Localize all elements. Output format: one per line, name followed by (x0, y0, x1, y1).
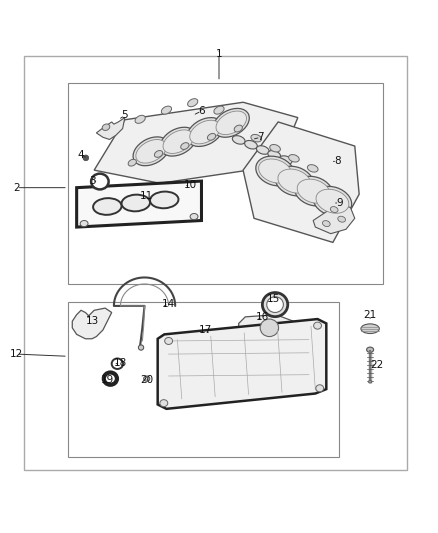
Text: 17: 17 (199, 325, 212, 335)
Text: 20: 20 (140, 375, 153, 385)
Ellipse shape (278, 169, 311, 193)
Text: 12: 12 (10, 349, 23, 359)
Text: 22: 22 (370, 360, 383, 370)
Polygon shape (239, 314, 293, 345)
Polygon shape (313, 205, 355, 233)
Ellipse shape (368, 381, 372, 383)
Ellipse shape (155, 150, 162, 157)
Text: 18: 18 (114, 358, 127, 368)
Ellipse shape (161, 106, 172, 114)
Text: 15: 15 (267, 294, 280, 304)
Ellipse shape (213, 108, 249, 137)
Ellipse shape (313, 187, 352, 216)
Text: 13: 13 (85, 316, 99, 326)
Ellipse shape (104, 373, 117, 385)
Ellipse shape (262, 293, 288, 317)
Ellipse shape (190, 214, 198, 220)
Text: 6: 6 (198, 106, 205, 116)
Ellipse shape (234, 125, 242, 132)
Polygon shape (94, 102, 298, 183)
Ellipse shape (163, 130, 194, 154)
Ellipse shape (275, 166, 314, 196)
Text: 16: 16 (256, 312, 269, 322)
Polygon shape (96, 118, 125, 140)
Text: 9: 9 (336, 198, 343, 208)
Ellipse shape (260, 319, 279, 336)
Text: 19: 19 (101, 375, 114, 385)
Ellipse shape (314, 322, 321, 329)
Ellipse shape (268, 150, 281, 159)
Ellipse shape (91, 174, 109, 189)
Ellipse shape (259, 159, 291, 183)
Ellipse shape (251, 134, 261, 142)
Text: 4: 4 (78, 150, 85, 160)
Ellipse shape (279, 156, 292, 164)
Text: 3: 3 (88, 176, 95, 186)
Ellipse shape (93, 198, 121, 215)
Text: 8: 8 (334, 156, 341, 166)
Text: 10: 10 (184, 181, 197, 190)
Polygon shape (158, 319, 326, 409)
Ellipse shape (208, 133, 215, 140)
Ellipse shape (150, 191, 178, 208)
Ellipse shape (160, 400, 168, 407)
Text: 2: 2 (13, 183, 20, 192)
Ellipse shape (136, 140, 166, 163)
Ellipse shape (165, 337, 173, 344)
Ellipse shape (214, 106, 224, 114)
Text: 14: 14 (162, 298, 175, 309)
Ellipse shape (144, 376, 150, 381)
Ellipse shape (181, 143, 189, 149)
Ellipse shape (102, 124, 110, 131)
Ellipse shape (160, 127, 196, 156)
Ellipse shape (244, 141, 258, 149)
Ellipse shape (338, 216, 346, 222)
Ellipse shape (80, 221, 88, 227)
Ellipse shape (307, 165, 318, 172)
Text: 11: 11 (140, 191, 153, 201)
Ellipse shape (256, 146, 269, 154)
Ellipse shape (267, 297, 283, 312)
Ellipse shape (145, 377, 148, 379)
Polygon shape (72, 308, 112, 339)
Text: 21: 21 (364, 310, 377, 320)
Ellipse shape (190, 120, 220, 144)
Bar (68, 302, 339, 457)
Polygon shape (77, 181, 201, 227)
Bar (68, 83, 383, 284)
Ellipse shape (133, 137, 169, 166)
Ellipse shape (128, 159, 136, 166)
Ellipse shape (112, 359, 123, 369)
Text: 1: 1 (215, 49, 223, 59)
Ellipse shape (138, 345, 144, 350)
Ellipse shape (316, 189, 349, 213)
Ellipse shape (187, 118, 223, 147)
Ellipse shape (316, 385, 324, 392)
Ellipse shape (256, 156, 294, 186)
Ellipse shape (322, 221, 330, 227)
Ellipse shape (232, 136, 245, 144)
Ellipse shape (289, 155, 299, 162)
Ellipse shape (122, 195, 150, 211)
Ellipse shape (330, 207, 338, 213)
Text: 7: 7 (257, 132, 264, 142)
Text: 5: 5 (121, 110, 128, 120)
Ellipse shape (83, 155, 88, 161)
Polygon shape (243, 122, 359, 243)
Ellipse shape (216, 111, 247, 135)
Ellipse shape (297, 179, 330, 203)
Ellipse shape (187, 99, 198, 107)
Bar (24, 56, 407, 470)
Ellipse shape (294, 176, 333, 206)
Ellipse shape (270, 144, 280, 152)
Ellipse shape (367, 347, 374, 352)
Ellipse shape (135, 115, 145, 123)
Ellipse shape (361, 324, 379, 334)
